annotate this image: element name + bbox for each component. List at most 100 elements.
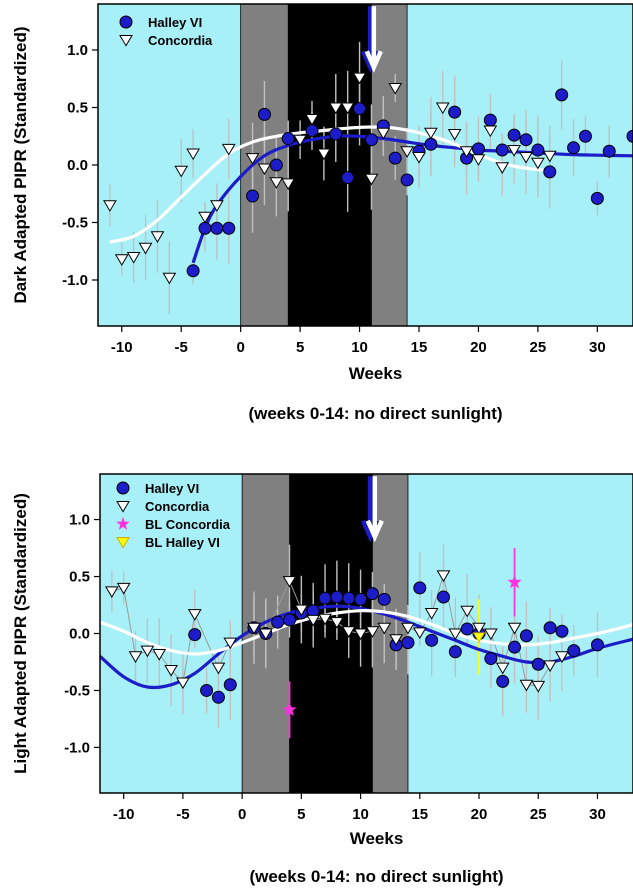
halley-point <box>210 221 224 235</box>
y-tick-label: -1.0 <box>62 272 88 289</box>
legend-label: Concordia <box>148 33 213 48</box>
concordia-point <box>519 151 533 164</box>
x-tick-label: -10 <box>111 339 133 356</box>
concordia-point <box>152 649 167 661</box>
halley-point <box>354 592 368 606</box>
concordia-point <box>531 680 546 693</box>
y-tick-label: -1.0 <box>64 739 90 756</box>
concordia-point <box>198 211 212 224</box>
halley-point <box>495 143 509 157</box>
concordia-point <box>150 231 165 243</box>
halley-point <box>460 622 474 636</box>
x-axis-title: Weeks <box>349 364 403 383</box>
halley-point <box>543 165 557 179</box>
x-tick-label: 5 <box>297 806 305 823</box>
halley-point <box>424 137 438 151</box>
halley-point <box>223 678 237 692</box>
x-tick-label: 5 <box>296 339 304 356</box>
x-tick-label: 0 <box>238 806 246 823</box>
y-tick-label: -0.5 <box>62 215 88 232</box>
halley-point <box>377 592 391 606</box>
concordia-point <box>341 626 356 638</box>
concordia-point <box>435 102 450 115</box>
x-tick-label: 10 <box>352 806 369 823</box>
x-tick-label: 20 <box>470 339 487 356</box>
concordia-point <box>400 146 414 158</box>
concordia-point <box>460 605 475 618</box>
y-tick-label: 0.5 <box>69 569 90 586</box>
halley-point <box>211 690 225 704</box>
concordia-point <box>247 622 261 635</box>
halley-point <box>198 221 212 235</box>
y-tick-label: 0.5 <box>67 100 88 117</box>
concordia-point <box>293 134 307 147</box>
concordia-point <box>424 607 439 620</box>
concordia-point <box>531 157 545 170</box>
halley-point <box>200 683 214 697</box>
halley-point <box>341 171 355 185</box>
sunrise-arrow-head <box>364 50 383 73</box>
concordia-point <box>519 679 534 692</box>
concordia-point <box>340 102 355 115</box>
halley-point <box>448 105 462 119</box>
concordia-point <box>507 622 522 635</box>
x-tick-label: 0 <box>236 339 244 356</box>
halley-point <box>531 143 545 157</box>
legend-marker-triangle <box>116 501 130 513</box>
halley-point <box>590 638 604 652</box>
halley-point <box>413 581 427 595</box>
halley-point <box>401 636 415 650</box>
x-tick-label: 30 <box>589 339 606 356</box>
x-tick-label: 30 <box>589 806 606 823</box>
y-tick-label: 1.0 <box>67 42 88 59</box>
halley-point <box>281 132 295 146</box>
bl-halley-point <box>472 632 486 643</box>
halley-point <box>283 613 297 627</box>
concordia-point <box>542 150 557 163</box>
halley-point <box>271 615 285 629</box>
legend-label: Concordia <box>145 499 210 514</box>
halley-point <box>246 189 260 203</box>
legend-label: Halley VI <box>148 15 202 30</box>
concordia-point <box>128 651 143 663</box>
concordia-point <box>507 145 521 157</box>
halley-point <box>555 624 569 638</box>
halley-point <box>507 128 521 142</box>
concordia-point <box>126 252 141 264</box>
halley-point <box>186 264 200 278</box>
concordia-point <box>555 651 569 663</box>
concordia-point <box>365 626 380 638</box>
concordia-point <box>495 662 510 675</box>
x-tick-label: -5 <box>175 339 188 356</box>
legend-marker-halley <box>116 481 130 495</box>
legend-label: BL Concordia <box>145 517 231 532</box>
concordia-point <box>459 146 474 158</box>
halley-point <box>626 129 633 143</box>
concordia-point <box>330 617 344 629</box>
sunrise-arrow-head <box>365 519 384 543</box>
x-tick-label: 25 <box>530 339 547 356</box>
concordia-point <box>483 125 498 138</box>
concordia-point <box>317 148 331 161</box>
concordia-point <box>164 664 178 677</box>
concordia-point <box>176 677 190 690</box>
concordia-point <box>388 82 403 95</box>
halley-point <box>365 587 379 601</box>
concordia-point <box>210 200 224 212</box>
halley-point <box>567 644 581 658</box>
concordia-point <box>174 165 189 178</box>
y-axis-title: Light Adapted PIPR (Standardized) <box>11 493 30 774</box>
x-tick-label: 15 <box>411 806 428 823</box>
concordia-point <box>328 102 343 115</box>
concordia-point <box>221 143 236 156</box>
plot-area <box>103 41 633 314</box>
concordia-point <box>138 242 153 255</box>
concordia-point <box>448 628 463 641</box>
legend-label: Halley VI <box>145 481 199 496</box>
halley-point <box>448 645 462 659</box>
polar-night-band <box>288 4 372 326</box>
concordia-fit-curve <box>100 609 633 656</box>
halley-point <box>519 629 533 643</box>
concordia-point <box>472 622 486 635</box>
concordia-point <box>424 127 438 140</box>
